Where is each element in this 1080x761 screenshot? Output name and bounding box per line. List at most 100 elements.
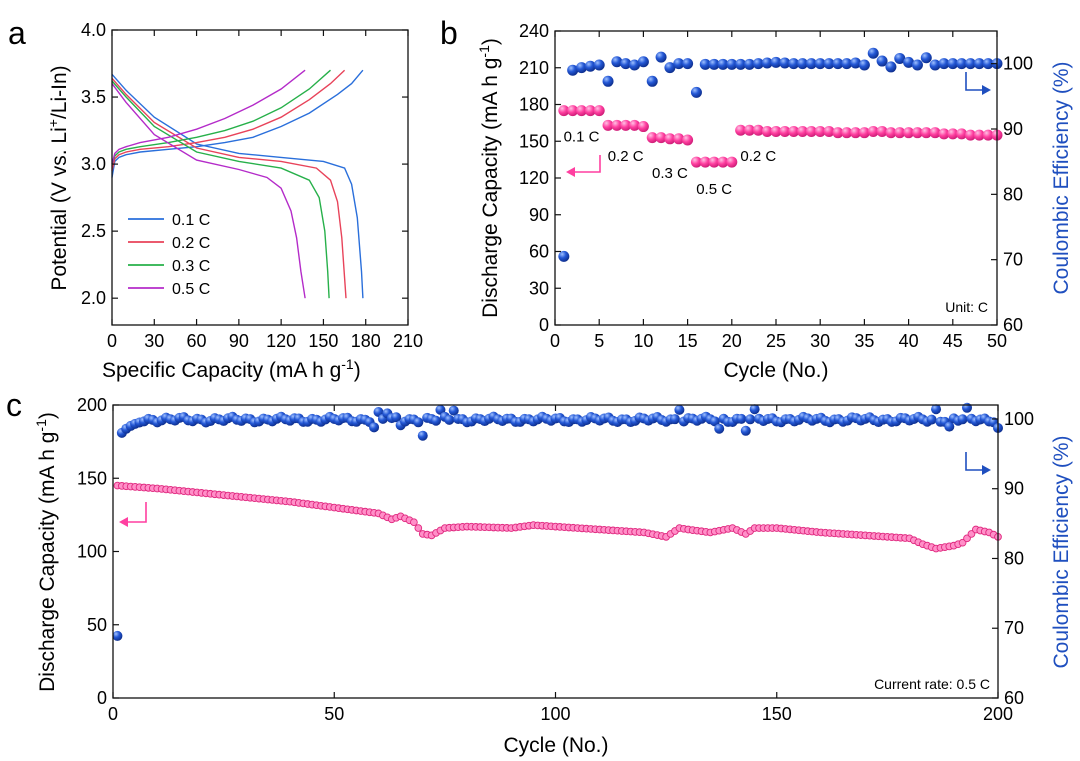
efficiency-point (841, 58, 853, 70)
efficiency-point (938, 58, 950, 70)
efficiency-point (957, 414, 968, 425)
y-tick-label: 0 (539, 315, 549, 335)
panel-b-x-axis-title: Cycle (No.) (723, 359, 828, 382)
right-y-tick-label: 70 (1003, 250, 1023, 270)
efficiency-point (745, 414, 756, 425)
efficiency-point (655, 51, 667, 63)
efficiency-point (726, 58, 738, 70)
legend-label: 0.1 C (172, 212, 210, 229)
efficiency-point (611, 56, 623, 68)
x-tick-label: 40 (899, 331, 919, 351)
efficiency-point (413, 417, 424, 428)
blue-right-arrowhead (982, 465, 991, 475)
capacity-point (779, 125, 791, 137)
efficiency-point (903, 56, 915, 68)
panel-label-a: a (8, 15, 26, 51)
capacity-point (761, 125, 773, 137)
efficiency-point (823, 58, 835, 70)
capacity-point (752, 124, 764, 136)
capacity-point (770, 125, 782, 137)
capacity-point (611, 119, 623, 131)
panel-c-left-y-axis-title: Discharge Capacity (mA h g-1) (33, 412, 59, 692)
legend-label: 0.3 C (172, 258, 210, 275)
panel-c-x-axis: 0 50 100 150 200 (108, 405, 1013, 724)
y-tick-label: 150 (77, 468, 107, 488)
capacity-point (655, 132, 667, 144)
capacity-point (956, 128, 968, 140)
capacity-point (911, 127, 923, 139)
capacity-point (576, 105, 588, 117)
x-tick-label: 10 (633, 331, 653, 351)
panel-b-rate-labels: 0.1 C 0.2 C 0.3 C 0.5 C 0.2 C (564, 128, 777, 198)
x-tick-label: 210 (393, 331, 423, 351)
panel-label-c: c (6, 387, 22, 423)
efficiency-point (797, 58, 809, 70)
x-tick-label: 100 (540, 704, 570, 724)
capacity-point (414, 524, 423, 532)
efficiency-point (749, 404, 760, 415)
x-tick-label: 45 (943, 331, 963, 351)
panel-a-y-axis-title: Potential (V vs. Li+/Li-In) (45, 65, 71, 290)
efficiency-point (735, 58, 747, 70)
efficiency-point (740, 425, 751, 436)
efficiency-point (929, 59, 941, 71)
x-tick-label: 0 (107, 331, 117, 351)
panel-b-right-y-axis-title: Coulombic Efficiency (%) (1050, 61, 1073, 294)
efficiency-point (867, 47, 879, 59)
efficiency-point (714, 423, 725, 434)
efficiency-point (770, 56, 782, 68)
efficiency-point (593, 59, 605, 71)
x-tick-label: 5 (594, 331, 604, 351)
panel-a-frame (111, 29, 409, 326)
efficiency-point (920, 52, 932, 64)
x-tick-label: 60 (187, 331, 207, 351)
capacity-point (717, 156, 729, 168)
efficiency-point (962, 402, 973, 413)
panel-c-markers (112, 402, 1003, 641)
efficiency-point (673, 58, 685, 70)
efficiency-point (788, 58, 800, 70)
capacity-point (867, 125, 879, 137)
efficiency-point (736, 413, 747, 424)
x-tick-label: 35 (854, 331, 874, 351)
right-y-tick-label: 90 (1004, 479, 1024, 499)
capacity-point (637, 121, 649, 133)
panel-c-note: Current rate: 0.5 C (874, 676, 990, 692)
efficiency-point (761, 57, 773, 69)
panel-c-left-y-axis: 0 50 100 150 200 (77, 395, 119, 708)
capacity-point (602, 119, 614, 131)
capacity-point (876, 125, 888, 137)
voltage-curve (111, 80, 330, 299)
capacity-point (708, 156, 720, 168)
efficiency-point (709, 416, 720, 427)
y-tick-label: 3.5 (81, 87, 106, 107)
voltage-curve (111, 73, 364, 299)
y-tick-label: 4.0 (81, 20, 106, 40)
efficiency-point (682, 58, 694, 70)
efficiency-point (876, 55, 888, 67)
efficiency-point (850, 57, 862, 69)
panel-b-x-axis: 0 5 10 15 20 25 30 35 40 45 50 (550, 31, 1007, 351)
voltage-curve (111, 69, 346, 171)
efficiency-point (558, 250, 570, 262)
panel-a-x-axis-title: Specific Capacity (mA h g-1) (102, 356, 361, 382)
panel-b-left-y-axis: 0 30 60 90 120 150 180 210 240 (519, 21, 561, 335)
capacity-point (682, 134, 694, 146)
efficiency-point (931, 404, 942, 415)
efficiency-point (947, 58, 959, 70)
capacity-point (673, 133, 685, 145)
efficiency-point (664, 62, 676, 74)
panel-c-right-y-axis-title: Coulombic Efficiency (%) (1050, 435, 1073, 668)
capacity-point (726, 156, 738, 168)
efficiency-point (885, 61, 897, 73)
capacity-point (735, 124, 747, 136)
capacity-point (410, 518, 418, 527)
capacity-point (982, 129, 994, 141)
efficiency-point (417, 430, 428, 441)
x-tick-label: 25 (766, 331, 786, 351)
rate-label: 0.2 C (608, 148, 644, 165)
efficiency-point (699, 58, 711, 70)
voltage-curve (111, 83, 306, 299)
right-y-tick-label: 80 (1004, 548, 1024, 568)
